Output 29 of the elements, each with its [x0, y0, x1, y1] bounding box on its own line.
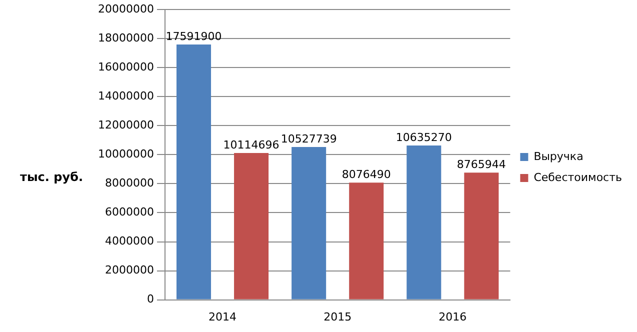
x-tick-label: 2015 — [324, 310, 352, 324]
data-label: 8765944 — [456, 158, 506, 171]
y-tick-label: 16000000 — [98, 60, 154, 74]
bar — [176, 44, 212, 300]
y-tick-label: 2000000 — [104, 264, 154, 277]
y-tick-label: 6000000 — [104, 206, 154, 219]
y-tick-label: 18000000 — [98, 31, 154, 44]
y-tick-label: 8000000 — [104, 176, 154, 190]
y-tick-label: 10000000 — [98, 148, 154, 161]
y-tick-label: 12000000 — [98, 118, 154, 132]
bar — [234, 153, 269, 300]
y-tick-label: 4000000 — [104, 234, 154, 248]
x-tick-label: 2016 — [438, 310, 467, 324]
bar — [292, 147, 326, 300]
legend-label: Выручка — [534, 150, 584, 163]
data-label: 10114696 — [223, 138, 280, 152]
bar — [349, 182, 384, 300]
y-axis-title: тыс. руб. — [20, 170, 84, 184]
data-label: 10527739 — [280, 132, 337, 146]
x-tick-label: 2014 — [208, 310, 237, 324]
data-label: 10635270 — [396, 130, 452, 144]
y-tick-label: 14000000 — [98, 90, 154, 103]
bar — [406, 145, 442, 300]
data-label: 8076490 — [342, 168, 391, 181]
data-label: 17591900 — [166, 30, 222, 43]
y-tick-label: 20000000 — [98, 2, 154, 16]
y-tick-label: 0 — [146, 292, 154, 306]
legend-label: Себестоимость — [534, 170, 622, 184]
bar — [464, 172, 499, 300]
